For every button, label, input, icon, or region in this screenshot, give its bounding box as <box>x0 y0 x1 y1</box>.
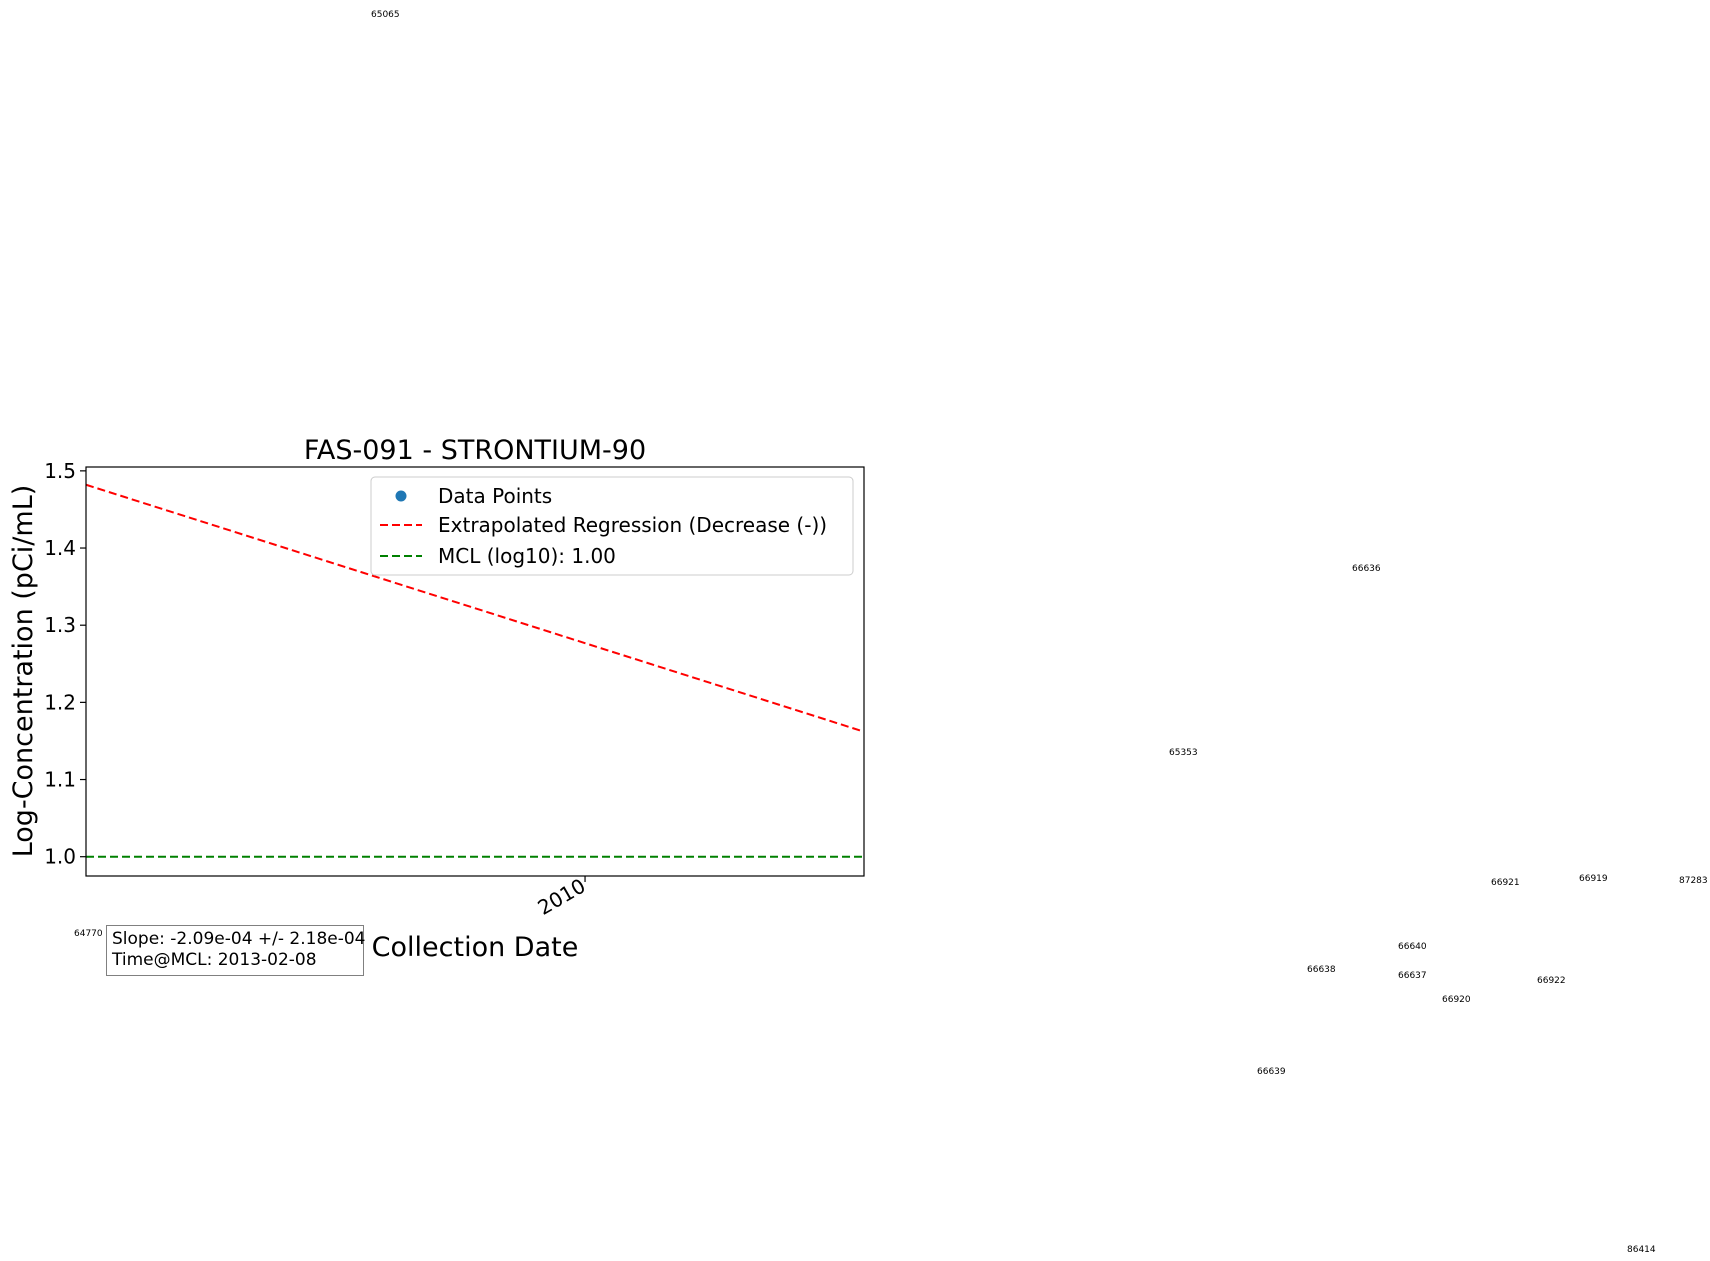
y-tick-label: 1.2 <box>44 690 76 714</box>
point-id-label: 66637 <box>1398 971 1427 981</box>
point-id-label: 65353 <box>1169 748 1198 758</box>
x-tick-label: 2010 <box>533 874 589 920</box>
y-axis-label: Log-Concentration (pCi/mL) <box>8 485 39 858</box>
y-tick-label: 1.0 <box>44 845 76 869</box>
regression-stats-box: Slope: -2.09e-04 +/- 2.18e-04 Time@MCL: … <box>106 925 366 976</box>
point-id-label: 66920 <box>1442 995 1471 1005</box>
legend-label-regression: Extrapolated Regression (Decrease (-)) <box>438 513 827 537</box>
point-id-label: 66640 <box>1398 942 1427 952</box>
y-tick-label: 1.5 <box>44 459 76 483</box>
point-id-label: 66638 <box>1307 965 1336 975</box>
slope-text: Slope: -2.09e-04 +/- 2.18e-04 <box>112 929 366 949</box>
point-id-labels: 65065 66636 65353 66921 66919 87283 6477… <box>74 10 1708 1255</box>
legend-box <box>370 476 854 576</box>
point-id-label: 87283 <box>1679 876 1708 886</box>
legend: Data Points Extrapolated Regression (Dec… <box>370 476 854 576</box>
y-tick-label: 1.4 <box>44 536 76 560</box>
y-tick-label: 1.3 <box>44 613 76 637</box>
time-at-mcl-text: Time@MCL: 2013-02-08 <box>112 950 317 970</box>
point-id-label: 64770 <box>74 929 103 939</box>
legend-label-data-points: Data Points <box>438 484 552 508</box>
legend-marker-data-points <box>395 490 407 502</box>
y-tick-label: 1.1 <box>44 768 76 792</box>
point-id-label: 65065 <box>371 10 400 20</box>
regression-line <box>85 483 865 733</box>
point-id-label: 66919 <box>1579 874 1608 884</box>
point-id-label: 66921 <box>1491 878 1520 888</box>
point-id-label: 66639 <box>1257 1067 1286 1077</box>
point-id-label: 86414 <box>1627 1245 1656 1255</box>
chart-title: FAS-091 - STRONTIUM-90 <box>304 435 646 466</box>
y-axis-ticks: 1.0 1.1 1.2 1.3 1.4 1.5 <box>44 459 86 869</box>
plot-frame <box>85 466 865 877</box>
legend-label-mcl: MCL (log10): 1.00 <box>438 544 616 568</box>
plot-layer <box>85 483 865 858</box>
x-axis-ticks: 2010 <box>533 874 589 920</box>
point-id-label: 66636 <box>1352 564 1381 574</box>
x-axis-label: Collection Date <box>372 932 579 963</box>
point-id-label: 66922 <box>1537 976 1566 986</box>
